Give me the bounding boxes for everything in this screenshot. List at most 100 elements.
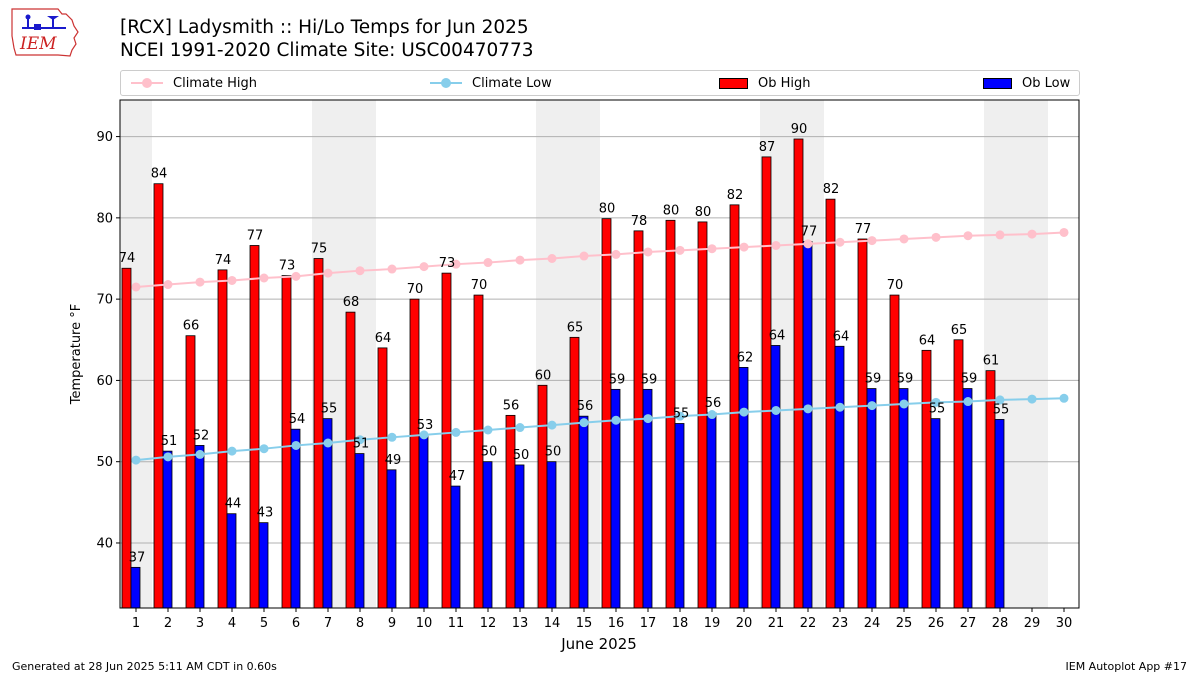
ob-low-bar [930, 418, 941, 609]
ob-high-label: 73 [439, 256, 456, 271]
climate-high-point [835, 237, 845, 247]
ob-high-label: 84 [151, 167, 168, 182]
climate-low-point [355, 435, 365, 445]
climate-high-point [963, 231, 973, 241]
ob-high-bar [377, 347, 388, 609]
legend: Climate High Climate Low Ob High Ob Low [120, 70, 1080, 96]
ob-low-label: 44 [225, 497, 242, 512]
climate-high-point [995, 230, 1005, 240]
x-tick-label: 2 [164, 616, 172, 631]
climate-low-point [643, 414, 653, 424]
climate-low-point [547, 420, 557, 430]
chart-subtitle: NCEI 1991-2020 Climate Site: USC00470773 [120, 40, 534, 61]
ob-low-label: 56 [577, 399, 594, 414]
ob-low-bar [354, 453, 365, 609]
climate-high-point [611, 249, 621, 259]
legend-label-ob-low: Ob Low [1022, 75, 1071, 91]
y-axis-label: Temperature °F [69, 304, 84, 405]
ob-high-label: 64 [919, 333, 936, 348]
app-footer: IEM Autoplot App #17 [1065, 660, 1188, 673]
ob-low-label: 59 [961, 372, 978, 387]
ob-low-label: 59 [897, 372, 914, 387]
ob-high-label: 82 [727, 188, 744, 203]
y-tick-label: 90 [96, 130, 113, 145]
ob-low-bar [866, 388, 877, 609]
climate-high-point [579, 251, 589, 261]
climate-low-point [899, 399, 909, 409]
x-tick-label: 20 [736, 616, 753, 631]
legend-item-climate-low: Climate Low [430, 71, 552, 95]
ob-high-bar [217, 269, 228, 609]
ob-low-swatch [983, 77, 1012, 89]
x-tick-label: 14 [544, 616, 561, 631]
x-tick-label: 19 [704, 616, 721, 631]
climate-high-point [1059, 227, 1069, 237]
ob-high-label: 65 [951, 323, 968, 338]
climate-low-point [739, 407, 749, 417]
ob-high-bar [185, 335, 196, 609]
climate-high-point [291, 271, 301, 281]
x-tick-label: 18 [672, 616, 689, 631]
generated-footer: Generated at 28 Jun 2025 5:11 AM CDT in … [12, 660, 277, 673]
ob-low-bar [546, 461, 557, 609]
ob-high-label: 70 [887, 278, 904, 293]
x-tick-label: 29 [1024, 616, 1041, 631]
ob-low-label: 59 [609, 372, 626, 387]
x-tick-label: 13 [512, 616, 529, 631]
x-tick-label: 5 [260, 616, 268, 631]
x-tick-label: 17 [640, 616, 657, 631]
ob-low-label: 64 [769, 328, 786, 343]
ob-low-label: 62 [737, 350, 754, 365]
ob-high-label: 74 [119, 251, 136, 266]
ob-high-swatch [719, 77, 748, 89]
ob-low-bar [994, 419, 1005, 609]
x-tick-label: 3 [196, 616, 204, 631]
x-tick-label: 30 [1056, 616, 1073, 631]
ob-low-bar [418, 434, 429, 609]
climate-low-point [323, 438, 333, 448]
ob-low-label: 55 [929, 402, 946, 417]
ob-high-label: 70 [471, 278, 488, 293]
ob-high-bar [761, 156, 772, 609]
iem-logo: IEM [11, 8, 79, 57]
ob-high-bar [505, 414, 516, 609]
plot-frame [119, 99, 1080, 609]
climate-low-point [1027, 394, 1037, 404]
ob-low-label: 55 [321, 402, 338, 417]
climate-low-point [419, 430, 429, 440]
climate-low-swatch [430, 78, 462, 88]
climate-high-point [387, 264, 397, 274]
climate-low-point [611, 415, 621, 425]
climate-high-point [707, 244, 717, 254]
ob-low-bar [962, 388, 973, 609]
ob-low-label: 52 [193, 428, 210, 443]
x-tick-label: 1 [132, 616, 140, 631]
climate-low-point [675, 411, 685, 421]
climate-high-line [135, 231, 1065, 288]
ob-low-label: 56 [705, 396, 722, 411]
ob-low-bar [834, 345, 845, 609]
climate-high-point [323, 268, 333, 278]
climate-high-point [739, 242, 749, 252]
legend-label-climate-low: Climate Low [472, 75, 552, 91]
ob-low-label: 50 [481, 445, 498, 460]
climate-low-point [163, 452, 173, 462]
ob-high-bar [153, 183, 164, 609]
climate-high-point [483, 258, 493, 268]
ob-low-bar [898, 388, 909, 609]
climate-low-point [483, 425, 493, 435]
y-tick-label: 80 [96, 211, 113, 226]
ob-high-bar [249, 245, 260, 609]
ob-high-label: 61 [983, 354, 1000, 369]
ob-high-label: 80 [663, 203, 680, 218]
ob-low-label: 43 [257, 506, 274, 521]
ob-low-bar [706, 412, 717, 609]
x-tick-label: 24 [864, 616, 881, 631]
climate-low-point [291, 440, 301, 450]
ob-low-bar [674, 423, 685, 609]
ob-low-label: 59 [641, 372, 658, 387]
x-tick-label: 6 [292, 616, 300, 631]
climate-low-point [259, 444, 269, 454]
climate-low-point [995, 395, 1005, 405]
x-tick-label: 26 [928, 616, 945, 631]
